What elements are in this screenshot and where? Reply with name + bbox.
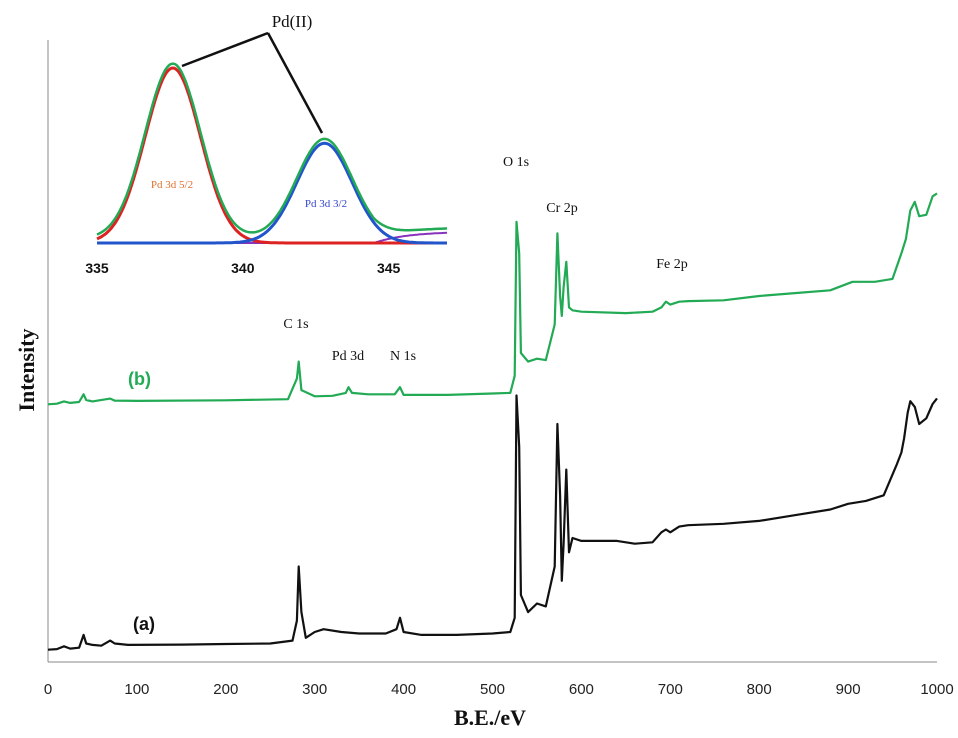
peak-label-pd3d: Pd 3d: [332, 349, 364, 364]
main-axes: [47, 40, 937, 663]
x-tick-label-200: 200: [213, 681, 238, 698]
x-tick-label-400: 400: [391, 681, 416, 698]
inset-peak-pd3d32: [97, 141, 447, 245]
series-label-a: (a): [133, 614, 155, 634]
x-tick-label-900: 900: [836, 681, 861, 698]
main-series-lines: [47, 192, 938, 651]
inset-peak-pd3d52: [96, 66, 447, 245]
inset-tick-label-335: 335: [85, 260, 109, 276]
inset-pd3d: 335 340 345 Pd(II) Pd 3d 5/2 Pd 3d 3/2: [85, 12, 448, 276]
series-label-b: (b): [128, 369, 151, 389]
inset-lines: [96, 62, 448, 245]
x-tick-label-800: 800: [747, 681, 772, 698]
inset-pointer-right: [266, 32, 324, 134]
y-axis-label: Intensity: [14, 328, 39, 411]
inset-label-pd3d32: Pd 3d 3/2: [305, 198, 347, 210]
inset-tick-labels: 335 340 345: [85, 260, 400, 276]
peak-label-o1s: O 1s: [503, 155, 529, 170]
inset-tick-label-340: 340: [231, 260, 255, 276]
series-line-a: [47, 394, 938, 651]
inset-pointer-left: [181, 31, 269, 68]
x-axis-label: B.E./eV: [454, 705, 526, 730]
inset-tick-label-345: 345: [377, 260, 401, 276]
x-tick-label-700: 700: [658, 681, 683, 698]
inset-label-pd3d52: Pd 3d 5/2: [151, 179, 193, 191]
peak-label-cr2p: Cr 2p: [546, 201, 578, 216]
x-tick-label-300: 300: [302, 681, 327, 698]
peak-label-c1s: C 1s: [283, 317, 308, 332]
inset-title: Pd(II): [272, 12, 313, 31]
series-line-b: [47, 192, 938, 406]
x-tick-label-500: 500: [480, 681, 505, 698]
peak-label-n1s: N 1s: [390, 349, 416, 364]
x-tick-label-600: 600: [569, 681, 594, 698]
peak-label-fe2p: Fe 2p: [656, 257, 688, 272]
inset-envelope-curve: [96, 62, 448, 236]
x-tick-labels: 0 100 200 300 400 500 600 700 800 900 1000: [44, 681, 954, 698]
x-tick-label-100: 100: [124, 681, 149, 698]
x-tick-label-0: 0: [44, 681, 52, 698]
x-tick-label-1000: 1000: [920, 681, 953, 698]
